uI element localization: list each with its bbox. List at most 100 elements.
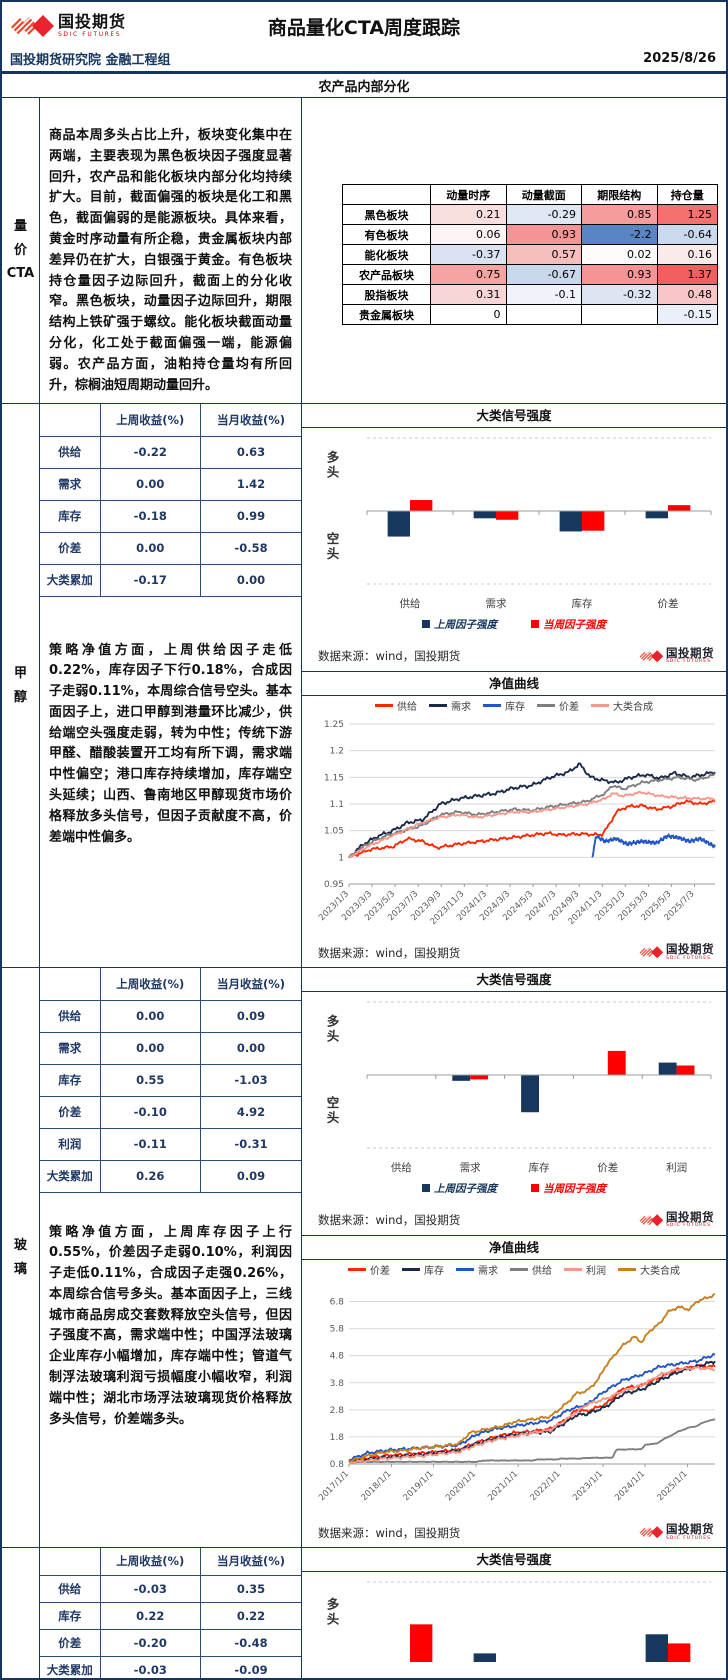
heatmap-header: 持仓量	[656, 184, 719, 205]
factor-return-table: 上周收益(%) 当月收益(%) 供给 -0.03 0.35 库存 0.22 0.22 价差 -0.…	[40, 1548, 301, 1678]
legend-item: 价差	[537, 698, 579, 713]
sdic-diamonds-icon	[638, 944, 663, 961]
legend-label: 价差	[559, 702, 579, 714]
heatmap-cell: 0.85	[581, 204, 658, 225]
heatmap-cell: -0.1	[505, 284, 583, 305]
glass-nav-legend: 价差 库存 需求 供给 利润 大类合成	[302, 1260, 726, 1280]
factor-table-header: 当月收益(%)	[200, 968, 301, 1001]
heatmap-cell: 0.16	[656, 244, 719, 265]
legend-label: 供给	[397, 702, 417, 714]
heatmap-cell: 0	[430, 304, 507, 325]
factor-row-label: 价差	[40, 1628, 101, 1657]
svg-text:6.8: 6.8	[330, 1297, 345, 1307]
logo-subtext: SDIC FUTURES	[58, 31, 122, 38]
svg-text:0.8: 0.8	[330, 1460, 345, 1470]
section-methanol: 甲 醇 上周收益(%) 当月收益(%) 供给 -0.22 0.63 需求 0.00 1.42 库…	[2, 404, 726, 968]
sector-heatmap-table: 动量时序 动量截面 期限结构 持仓量 黑色板块 0.21 -0.29 0.85 1.25 有色板块…	[342, 184, 719, 325]
sector-heatmap: 动量时序 动量截面 期限结构 持仓量 黑色板块 0.21 -0.29 0.85 1.25 有色板块…	[342, 184, 719, 325]
svg-text:供给: 供给	[400, 597, 421, 610]
svg-text:1.8: 1.8	[330, 1432, 345, 1442]
heatmap-cell	[581, 304, 658, 325]
glass-left-col: 上周收益(%) 当月收益(%) 供给 0.00 0.09 需求 0.00 0.00 库存 0.55…	[40, 968, 302, 1547]
heatmap-cell: 0.02	[581, 244, 658, 265]
logo-text: 国投期货	[666, 1522, 714, 1536]
heatmap-row-label: 能化板块	[342, 244, 431, 265]
factor-value: 0.00	[99, 467, 201, 501]
factor-value: -0.17	[99, 563, 201, 597]
legend-marker	[422, 1184, 430, 1192]
sdic-diamonds-icon	[638, 648, 663, 665]
logo-text: 国投期货	[666, 1209, 714, 1224]
heatmap-cell: 0.31	[430, 284, 507, 305]
section-bottom: 上周收益(%) 当月收益(%) 供给 -0.03 0.35 库存 0.22 0.22 价差 -0.…	[2, 1548, 726, 1678]
org-row: 国投期货研究院 金融工程组 2025/8/26	[2, 48, 726, 74]
svg-text:1: 1	[338, 853, 344, 863]
legend-item: 供给	[375, 698, 417, 713]
svg-text:空头: 空头	[327, 531, 340, 561]
factor-row-label: 供给	[40, 435, 101, 469]
factor-value: 1.42	[200, 467, 301, 501]
heatmap-cell: 1.37	[656, 264, 719, 285]
legend-label: 利润	[586, 1266, 606, 1278]
factor-row-label: 供给	[40, 1574, 101, 1603]
factor-table-header	[40, 968, 101, 1001]
factor-row-label: 大类累加	[40, 1159, 101, 1193]
factor-row-label: 大类累加	[40, 563, 101, 597]
methanol-signal-source-row: 数据来源：wind，国投期货 国投期货 SDIC FUTURES	[302, 646, 726, 671]
sdic-mini-logo: 国投期货 SDIC FUTURES	[638, 647, 714, 665]
glass-chart-col: 大类信号强度 供给 需求 库存 价差 利润 多头 空头 上周因子强度 当周因子强度 数据来源：…	[302, 968, 726, 1547]
logo-subtext: SDIC FUTURES	[666, 659, 711, 665]
legend-marker	[510, 1268, 528, 1271]
overview-table-col: 动量时序 动量截面 期限结构 持仓量 黑色板块 0.21 -0.29 0.85 1.25 有色板块…	[302, 98, 726, 403]
legend-label: 库存	[424, 1266, 444, 1278]
heatmap-cell: 1.25	[656, 204, 719, 225]
glass-factor-table: 上周收益(%) 当月收益(%) 供给 0.00 0.09 需求 0.00 0.00 库存 0.55…	[40, 968, 301, 1193]
section-label-bottom	[2, 1548, 40, 1678]
legend-marker	[348, 1268, 366, 1271]
heatmap-row-label: 有色板块	[342, 224, 431, 245]
factor-value: 0.99	[200, 499, 301, 533]
legend-item: 供给	[510, 1262, 552, 1277]
legend-label: 大类合成	[640, 1266, 680, 1278]
factor-row-label: 利润	[40, 1127, 101, 1161]
sdic-mini-logo: 国投期货 SDIC FUTURES	[638, 1522, 714, 1541]
svg-text:库存: 库存	[572, 597, 593, 610]
svg-text:2024/1/1: 2024/1/1	[613, 1469, 647, 1503]
glass-nav-block: 净值曲线 价差 库存 需求 供给 利润 大类合成 0.8 1.8 2.8 3.8 4.8 5.8 6.…	[302, 1236, 726, 1547]
heatmap-cell: 0.75	[430, 264, 507, 285]
bottom-left-col: 上周收益(%) 当月收益(%) 供给 -0.03 0.35 库存 0.22 0.22 价差 -0.…	[40, 1548, 302, 1678]
heatmap-cell: -0.37	[430, 244, 507, 265]
svg-text:1.05: 1.05	[324, 826, 344, 836]
factor-value: -0.03	[99, 1655, 201, 1678]
legend-marker	[422, 620, 430, 628]
legend-marker	[591, 704, 609, 707]
data-source-text: 数据来源：wind，国投期货	[318, 945, 461, 960]
svg-text:2023/1/1: 2023/1/1	[571, 1469, 605, 1503]
heatmap-cell: -0.29	[505, 204, 583, 225]
methanol-nav-source-row: 数据来源：wind，国投期货 国投期货 SDIC FUTURES	[302, 942, 726, 967]
methanol-nav-legend: 供给 需求 库存 价差 大类合成	[302, 696, 726, 716]
factor-value: -0.11	[99, 1127, 201, 1161]
sdic-mini-logo: 国投期货 SDIC FUTURES	[638, 942, 714, 961]
heatmap-row-label: 股指板块	[342, 284, 431, 305]
overview-commentary: 商品本周多头占比上升，板块变化集中在两端，主要表现为黑色板块因子强度显著回升，农…	[49, 128, 292, 393]
factor-value: 0.09	[200, 999, 301, 1033]
heatmap-cell: -0.67	[505, 264, 583, 285]
svg-text:多头: 多头	[327, 1597, 340, 1627]
legend-marker	[618, 1268, 636, 1271]
legend-marker	[375, 704, 393, 707]
factor-return-table: 上周收益(%) 当月收益(%) 供给 0.00 0.09 需求 0.00 0.00 库存 0.55…	[40, 968, 301, 1193]
section-label-methanol: 甲 醇	[2, 404, 40, 967]
glass-nav-line-chart: 0.8 1.8 2.8 3.8 4.8 5.8 6.8 2017/1/1 2018/1/1 201…	[317, 1292, 716, 1503]
heatmap-header: 动量时序	[430, 184, 507, 205]
sdic-diamonds-icon	[638, 1524, 663, 1541]
heatmap-cell: -0.32	[581, 284, 658, 305]
logo-text: 国投期货	[666, 942, 714, 956]
factor-value: -1.03	[200, 1063, 301, 1097]
overview-text-col: 商品本周多头占比上升，板块变化集中在两端，主要表现为黑色板块因子强度显著回升，农…	[40, 98, 302, 403]
